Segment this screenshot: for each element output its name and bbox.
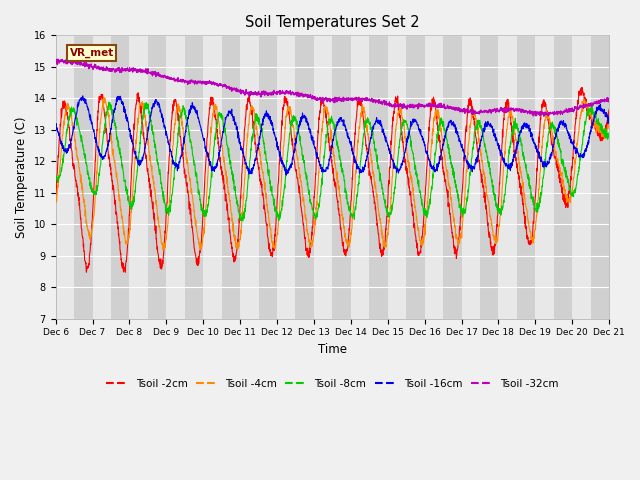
Bar [240, 36, 259, 319]
Bar [369, 36, 388, 319]
Bar [74, 36, 93, 319]
Bar [259, 36, 277, 319]
Bar [185, 36, 204, 319]
Bar [296, 36, 314, 319]
Bar [388, 36, 406, 319]
Bar [166, 36, 185, 319]
Bar [351, 36, 369, 319]
Bar [499, 36, 517, 319]
Bar [406, 36, 424, 319]
Bar [332, 36, 351, 319]
Bar [111, 36, 129, 319]
Title: Soil Temperatures Set 2: Soil Temperatures Set 2 [245, 15, 420, 30]
Bar [204, 36, 221, 319]
Bar [221, 36, 240, 319]
Legend: Tsoil -2cm, Tsoil -4cm, Tsoil -8cm, Tsoil -16cm, Tsoil -32cm: Tsoil -2cm, Tsoil -4cm, Tsoil -8cm, Tsoi… [102, 374, 563, 393]
Bar [148, 36, 166, 319]
Bar [314, 36, 332, 319]
Bar [93, 36, 111, 319]
Bar [277, 36, 296, 319]
Bar [129, 36, 148, 319]
Bar [56, 36, 74, 319]
Bar [461, 36, 480, 319]
Bar [443, 36, 461, 319]
Bar [535, 36, 554, 319]
X-axis label: Time: Time [318, 343, 347, 356]
Y-axis label: Soil Temperature (C): Soil Temperature (C) [15, 116, 28, 238]
Bar [554, 36, 572, 319]
Bar [572, 36, 591, 319]
Bar [517, 36, 535, 319]
Bar [591, 36, 609, 319]
Bar [424, 36, 443, 319]
Bar [480, 36, 499, 319]
Text: VR_met: VR_met [70, 48, 114, 59]
